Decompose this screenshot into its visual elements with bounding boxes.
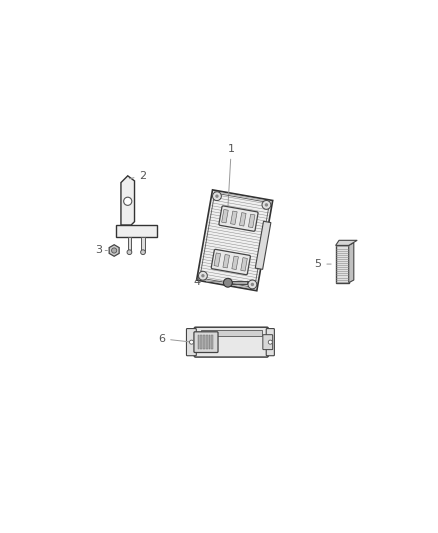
Circle shape xyxy=(141,250,145,255)
Bar xyxy=(248,214,255,228)
Polygon shape xyxy=(109,245,119,256)
Polygon shape xyxy=(247,281,250,285)
Bar xyxy=(200,193,269,288)
Bar xyxy=(232,281,248,285)
Circle shape xyxy=(215,195,219,198)
Polygon shape xyxy=(336,240,357,245)
Text: 5: 5 xyxy=(314,259,331,269)
Circle shape xyxy=(112,248,117,253)
Circle shape xyxy=(251,283,254,286)
Bar xyxy=(222,209,228,223)
Circle shape xyxy=(127,250,132,255)
Circle shape xyxy=(248,280,257,289)
Bar xyxy=(241,257,247,271)
Bar xyxy=(211,335,213,350)
Bar xyxy=(214,253,221,266)
Circle shape xyxy=(265,203,268,207)
Bar xyxy=(203,335,205,350)
FancyBboxPatch shape xyxy=(266,328,274,356)
Bar xyxy=(200,335,202,350)
Text: 3: 3 xyxy=(95,246,107,255)
Circle shape xyxy=(262,200,271,209)
FancyBboxPatch shape xyxy=(219,206,258,231)
Bar xyxy=(232,256,238,270)
Circle shape xyxy=(223,278,232,287)
Bar xyxy=(198,335,199,350)
Bar xyxy=(336,245,349,282)
Bar xyxy=(208,335,210,350)
Bar xyxy=(240,213,246,226)
FancyBboxPatch shape xyxy=(187,328,196,356)
Bar xyxy=(141,237,145,252)
Text: 6: 6 xyxy=(158,334,190,344)
FancyBboxPatch shape xyxy=(194,327,268,357)
FancyBboxPatch shape xyxy=(263,335,273,350)
FancyBboxPatch shape xyxy=(194,332,218,352)
Polygon shape xyxy=(121,176,134,225)
Bar xyxy=(223,254,230,268)
Bar xyxy=(201,330,262,336)
Text: 1: 1 xyxy=(228,144,235,205)
Bar xyxy=(230,211,237,224)
Circle shape xyxy=(198,271,207,280)
FancyBboxPatch shape xyxy=(211,249,251,274)
Circle shape xyxy=(201,274,205,278)
Circle shape xyxy=(190,340,194,344)
Circle shape xyxy=(212,192,221,200)
Bar xyxy=(255,221,271,269)
Polygon shape xyxy=(349,243,354,282)
Bar xyxy=(128,237,131,252)
Bar xyxy=(197,190,273,290)
Polygon shape xyxy=(116,225,156,237)
Bar xyxy=(206,335,208,350)
Circle shape xyxy=(268,340,272,344)
Circle shape xyxy=(124,197,132,205)
Text: 4: 4 xyxy=(194,277,222,287)
Text: 2: 2 xyxy=(130,171,147,181)
